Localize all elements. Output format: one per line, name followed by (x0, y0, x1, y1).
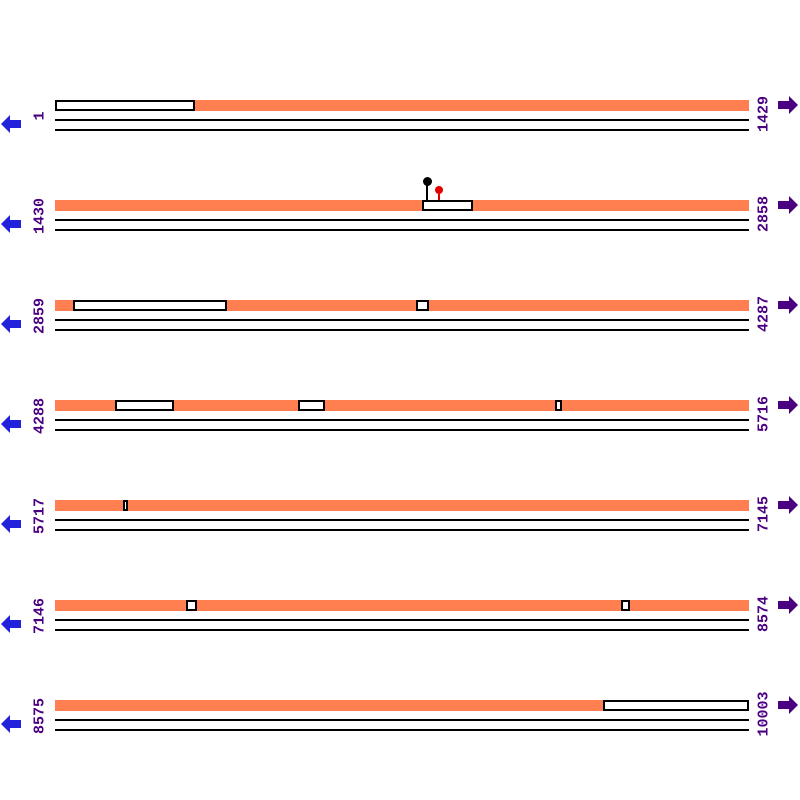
match-segment[interactable] (55, 300, 73, 311)
match-segment[interactable] (429, 300, 749, 311)
sequence-band (55, 100, 749, 111)
track-line-lower (55, 129, 749, 131)
left-arrow-icon[interactable] (1, 715, 21, 733)
gap-segment (123, 500, 128, 511)
sequence-band (55, 700, 749, 711)
sequence-row: 8575 10003 (0, 691, 800, 800)
start-coordinate-label: 4288 (31, 397, 49, 435)
gap-segment (186, 600, 197, 611)
sequence-row: 7146 8574 (0, 596, 800, 700)
right-arrow-icon[interactable] (778, 396, 798, 414)
start-coordinate-label: 8575 (31, 697, 49, 735)
sequence-row: 5717 7145 (0, 496, 800, 600)
match-segment[interactable] (473, 200, 749, 211)
gap-segment (115, 400, 174, 411)
match-segment[interactable] (55, 700, 603, 711)
lollipop-marker-stem (426, 185, 428, 200)
start-coordinate-label: 2859 (31, 297, 49, 335)
lollipop-marker-head[interactable] (422, 176, 432, 186)
track-line-upper (55, 519, 749, 521)
start-coordinate-label: 1430 (31, 197, 49, 235)
track-line-lower (55, 529, 749, 531)
gap-segment (55, 100, 195, 111)
gap-segment (73, 300, 227, 311)
right-arrow-icon[interactable] (778, 96, 798, 114)
end-coordinate-label: 1429 (755, 95, 773, 133)
track-line-upper (55, 219, 749, 221)
lollipop-marker-stem (438, 194, 440, 200)
sequence-band (55, 176, 749, 211)
track-line-lower (55, 229, 749, 231)
match-segment[interactable] (128, 500, 749, 511)
track-line-lower (55, 429, 749, 431)
track-line-lower (55, 629, 749, 631)
match-segment[interactable] (55, 400, 115, 411)
match-segment[interactable] (55, 200, 422, 211)
gap-segment (298, 400, 325, 411)
right-arrow-icon[interactable] (778, 596, 798, 614)
sequence-row: 1 1429 (0, 96, 800, 200)
sequence-band (55, 500, 749, 511)
end-coordinate-label: 8574 (755, 595, 773, 633)
sequence-band (55, 400, 749, 411)
match-segment[interactable] (174, 400, 298, 411)
track-line-upper (55, 619, 749, 621)
track-line-lower (55, 329, 749, 331)
gap-segment (603, 700, 749, 711)
match-segment[interactable] (55, 600, 186, 611)
end-coordinate-label: 4287 (755, 295, 773, 333)
sequence-row: 2859 4287 (0, 296, 800, 400)
start-coordinate-label: 1 (31, 111, 49, 121)
gap-segment (422, 200, 473, 211)
end-coordinate-label: 5716 (755, 395, 773, 433)
left-arrow-icon[interactable] (1, 615, 21, 633)
track-line-upper (55, 119, 749, 121)
track-line-upper (55, 419, 749, 421)
gap-segment (621, 600, 630, 611)
gap-segment (416, 300, 429, 311)
left-arrow-icon[interactable] (1, 215, 21, 233)
match-segment[interactable] (325, 400, 555, 411)
left-arrow-icon[interactable] (1, 415, 21, 433)
left-arrow-icon[interactable] (1, 115, 21, 133)
lollipop-marker-head[interactable] (435, 186, 443, 194)
sequence-row: 4288 5716 (0, 396, 800, 500)
end-coordinate-label: 2858 (755, 195, 773, 233)
right-arrow-icon[interactable] (778, 696, 798, 714)
match-segment[interactable] (197, 600, 621, 611)
track-line-upper (55, 319, 749, 321)
start-coordinate-label: 7146 (31, 597, 49, 635)
sequence-band (55, 300, 749, 311)
match-segment[interactable] (630, 600, 749, 611)
match-segment[interactable] (562, 400, 749, 411)
right-arrow-icon[interactable] (778, 196, 798, 214)
right-arrow-icon[interactable] (778, 496, 798, 514)
end-coordinate-label: 7145 (755, 495, 773, 533)
track-line-lower (55, 729, 749, 731)
end-coordinate-label: 10003 (755, 691, 773, 737)
sequence-band (55, 600, 749, 611)
left-arrow-icon[interactable] (1, 315, 21, 333)
match-segment[interactable] (55, 500, 123, 511)
start-coordinate-label: 5717 (31, 497, 49, 535)
match-segment[interactable] (195, 100, 749, 111)
sequence-row: 1430 2858 (0, 176, 800, 300)
track-line-upper (55, 719, 749, 721)
gap-segment (555, 400, 562, 411)
right-arrow-icon[interactable] (778, 296, 798, 314)
left-arrow-icon[interactable] (1, 515, 21, 533)
match-segment[interactable] (227, 300, 416, 311)
